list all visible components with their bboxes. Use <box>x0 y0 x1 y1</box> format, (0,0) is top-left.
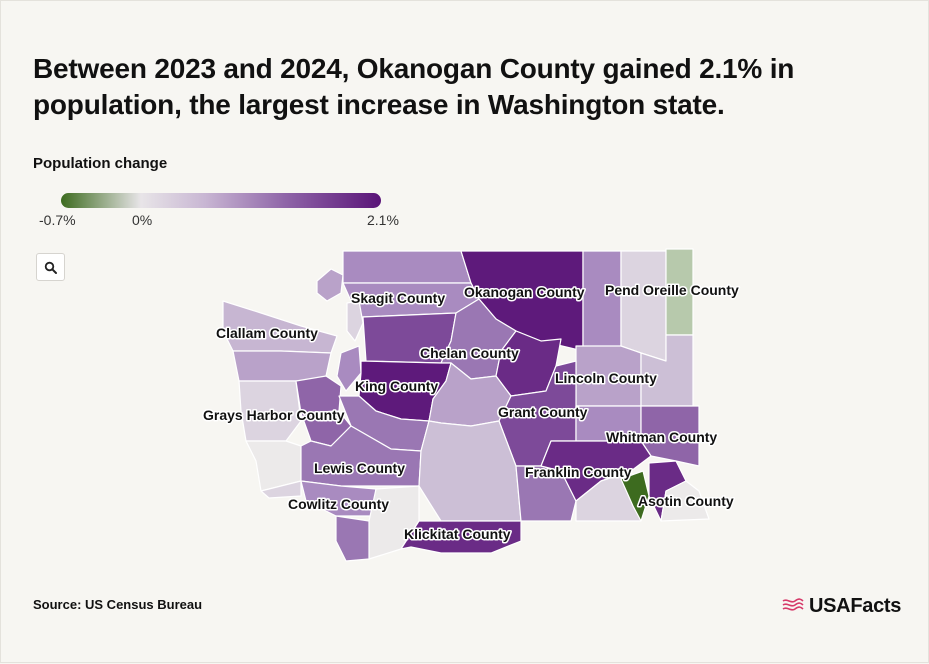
label-okanogan: Okanogan County <box>464 284 585 300</box>
label-lewis: Lewis County <box>314 460 405 476</box>
label-asotin: Asotin County <box>638 493 734 509</box>
county-asotin[interactable] <box>660 480 710 522</box>
label-whitman: Whitman County <box>606 429 717 445</box>
legend-min-label: -0.7% <box>39 212 76 228</box>
county-wahkiakum[interactable] <box>260 480 302 499</box>
label-lincoln: Lincoln County <box>555 370 657 386</box>
label-king: King County <box>355 378 438 394</box>
label-cowlitz: Cowlitz County <box>288 496 389 512</box>
usafacts-flag-icon <box>782 598 804 611</box>
label-klickitat: Klickitat County <box>404 526 511 542</box>
label-grays-harbor: Grays Harbor County <box>203 407 345 423</box>
label-pend-oreille: Pend Oreille County <box>605 282 739 298</box>
chart-title: Between 2023 and 2024, Okanogan County g… <box>33 53 795 120</box>
legend-color-scale <box>61 193 381 208</box>
county-san-juan[interactable] <box>316 268 344 302</box>
label-grant: Grant County <box>498 404 588 420</box>
label-clallam: Clallam County <box>216 325 318 341</box>
zoom-button[interactable] <box>36 253 65 281</box>
legend-zero-label: 0% <box>132 212 153 228</box>
legend-max-label: 2.1% <box>367 212 399 228</box>
label-chelan: Chelan County <box>420 345 519 361</box>
county-jefferson[interactable] <box>232 350 332 382</box>
county-stevens[interactable] <box>620 250 667 362</box>
usafacts-logo[interactable]: USAFacts <box>781 593 901 619</box>
county-klickitat[interactable] <box>400 520 522 554</box>
legend-title: Population change <box>33 155 168 172</box>
county-kitsap[interactable] <box>336 345 362 392</box>
search-icon <box>44 261 57 274</box>
county-columbia[interactable] <box>620 470 650 522</box>
county-labels: Skagit County Okanogan County Pend Oreil… <box>202 281 741 544</box>
source-note: Source: US Census Bureau <box>33 597 203 612</box>
logo-text: USAFacts <box>809 594 902 617</box>
county-clark[interactable] <box>335 515 370 562</box>
county-yakima[interactable] <box>418 420 522 522</box>
county-ferry[interactable] <box>582 250 622 352</box>
label-franklin: Franklin County <box>525 464 632 480</box>
county-island[interactable] <box>346 300 364 342</box>
county-whatcom[interactable] <box>342 250 472 284</box>
label-skagit: Skagit County <box>351 290 445 306</box>
